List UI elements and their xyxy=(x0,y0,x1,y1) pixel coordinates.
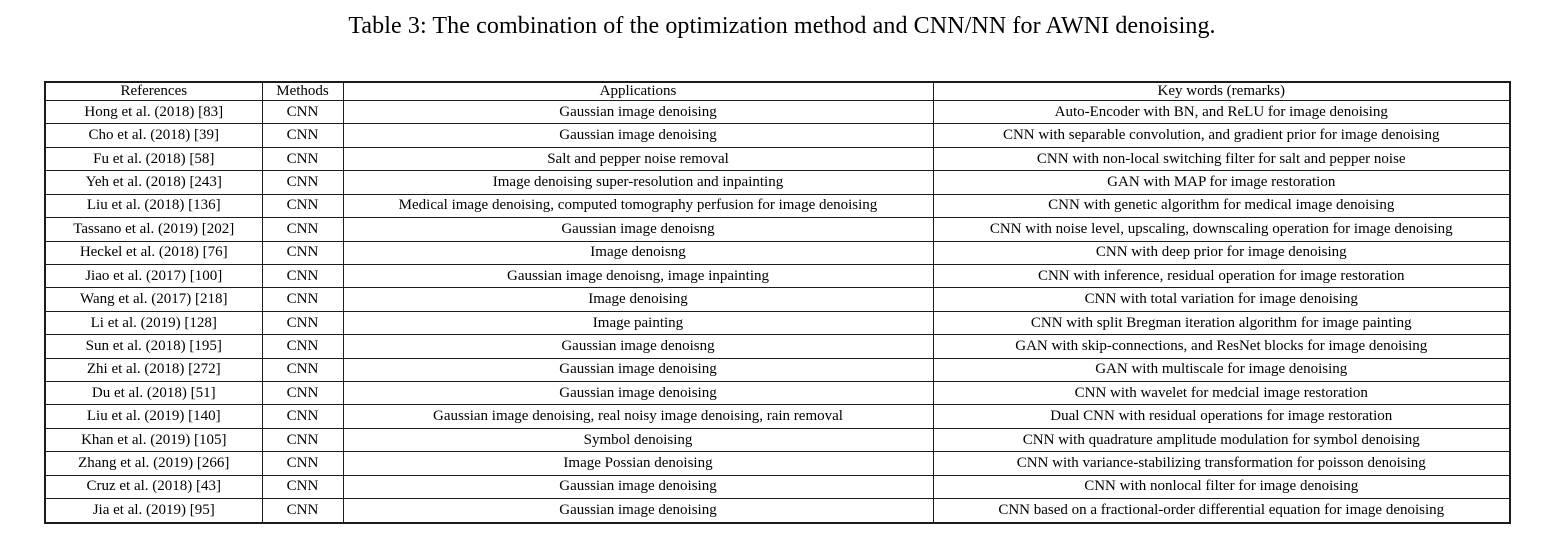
table-row: Liu et al. (2019) [140] CNN Gaussian image… xyxy=(44,404,1511,429)
table-cell-methods: CNN xyxy=(261,146,344,172)
table-cell-references: Zhi et al. (2018) [272] xyxy=(44,357,263,383)
table-cell-methods: CNN xyxy=(261,310,344,336)
table-cell-applications: Gaussian image denoising xyxy=(342,99,934,125)
table-row: Fu et al. (2018) [58] CNN Salt and pepper … xyxy=(44,146,1511,172)
table-header-row: References Methods Applications Key word… xyxy=(44,81,1511,101)
table-cell-methods: CNN xyxy=(261,474,344,500)
column-header-methods: Methods xyxy=(261,81,344,101)
table-row: Li et al. (2019) [128] CNN Image painting C… xyxy=(44,310,1511,336)
table-cell-references: Wang et al. (2017) [218] xyxy=(44,287,263,312)
table-cell-methods: CNN xyxy=(261,263,344,289)
table-cell-applications: Gaussian image denoising xyxy=(342,381,934,406)
table-caption: Table 3: The combination of the optimiza… xyxy=(348,13,1216,39)
table-cell-applications: Gaussian image denoising xyxy=(342,123,934,148)
table-cell-applications: Gaussian image denoisng xyxy=(342,334,934,359)
table-cell-references: Yeh et al. (2018) [243] xyxy=(44,170,263,195)
table-cell-methods: CNN xyxy=(261,404,344,429)
table-cell-references: Du et al. (2018) [51] xyxy=(44,381,263,406)
table-cell-methods: CNN xyxy=(261,193,344,219)
table-row: Zhi et al. (2018) [272] CNN Gaussian image… xyxy=(44,357,1511,383)
column-header-keywords: Key words (remarks) xyxy=(932,81,1511,101)
table-row: Liu et al. (2018) [136] CNN Medical image … xyxy=(44,193,1511,219)
table-row: Jiao et al. (2017) [100] CNN Gaussian imag… xyxy=(44,263,1511,289)
table-cell-keywords: CNN with deep prior for image denoising xyxy=(932,240,1511,265)
table-cell-keywords: GAN with skip-connections, and ResNet bl… xyxy=(932,334,1511,359)
table-cell-applications: Image denoising super-resolution and inp… xyxy=(342,170,934,195)
column-header-references: References xyxy=(44,81,263,101)
table-body: Hong et al. (2018) [83] CNN Gaussian image… xyxy=(44,99,1511,524)
table-cell-methods: CNN xyxy=(261,240,344,265)
table-cell-applications: Salt and pepper noise removal xyxy=(342,146,934,172)
table-cell-keywords: CNN with nonlocal filter for image denoi… xyxy=(932,474,1511,500)
table-row: Cruz et al. (2018) [43] CNN Gaussian image… xyxy=(44,474,1511,500)
table-cell-methods: CNN xyxy=(261,334,344,359)
table-cell-references: Jiao et al. (2017) [100] xyxy=(44,263,263,289)
table-cell-keywords: CNN with inference, residual operation f… xyxy=(932,263,1511,289)
table-row: Jia et al. (2019) [95] CNN Gaussian image … xyxy=(44,498,1511,524)
table-cell-keywords: Dual CNN with residual operations for im… xyxy=(932,404,1511,429)
table-cell-references: Cho et al. (2018) [39] xyxy=(44,123,263,148)
table-cell-applications: Image painting xyxy=(342,310,934,336)
table-row: Heckel et al. (2018) [76] CNN Image denois… xyxy=(44,240,1511,265)
table-cell-references: Tassano et al. (2019) [202] xyxy=(44,217,263,242)
table-cell-applications: Gaussian image denoisng xyxy=(342,217,934,242)
table-cell-keywords: CNN with non-local switching filter for … xyxy=(932,146,1511,172)
table-cell-references: Liu et al. (2019) [140] xyxy=(44,404,263,429)
table-cell-applications: Gaussian image denoising xyxy=(342,498,934,524)
table-cell-keywords: CNN with wavelet for medcial image resto… xyxy=(932,381,1511,406)
table-cell-methods: CNN xyxy=(261,287,344,312)
table-cell-methods: CNN xyxy=(261,427,344,453)
table-cell-methods: CNN xyxy=(261,381,344,406)
table-cell-references: Li et al. (2019) [128] xyxy=(44,310,263,336)
table-cell-applications: Image denoisng xyxy=(342,240,934,265)
table-cell-methods: CNN xyxy=(261,451,344,476)
table-row: Khan et al. (2019) [105] CNN Symbol denois… xyxy=(44,427,1511,453)
cnn-denoising-table: References Methods Applications Key word… xyxy=(44,81,1511,524)
table-cell-keywords: GAN with multiscale for image denoising xyxy=(932,357,1511,383)
table-row: Wang et al. (2017) [218] CNN Image denoisi… xyxy=(44,287,1511,312)
table-cell-references: Cruz et al. (2018) [43] xyxy=(44,474,263,500)
table-cell-references: Zhang et al. (2019) [266] xyxy=(44,451,263,476)
table-cell-keywords: CNN with separable convolution, and grad… xyxy=(932,123,1511,148)
table-cell-methods: CNN xyxy=(261,217,344,242)
table-cell-applications: Symbol denoising xyxy=(342,427,934,453)
table-cell-applications: Image Possian denoising xyxy=(342,451,934,476)
column-header-applications: Applications xyxy=(342,81,934,101)
table-cell-references: Khan et al. (2019) [105] xyxy=(44,427,263,453)
table-cell-methods: CNN xyxy=(261,123,344,148)
table-cell-keywords: CNN with split Bregman iteration algorit… xyxy=(932,310,1511,336)
table-cell-references: Heckel et al. (2018) [76] xyxy=(44,240,263,265)
table-cell-keywords: CNN with noise level, upscaling, downsca… xyxy=(932,217,1511,242)
table-cell-references: Hong et al. (2018) [83] xyxy=(44,99,263,125)
table-row: Yeh et al. (2018) [243] CNN Image denoisin… xyxy=(44,170,1511,195)
table-cell-keywords: CNN with genetic algorithm for medical i… xyxy=(932,193,1511,219)
table-cell-methods: CNN xyxy=(261,170,344,195)
table-cell-keywords: CNN with total variation for image denoi… xyxy=(932,287,1511,312)
table-cell-keywords: GAN with MAP for image restoration xyxy=(932,170,1511,195)
table-row: Du et al. (2018) [51] CNN Gaussian image d… xyxy=(44,381,1511,406)
table-row: Sun et al. (2018) [195] CNN Gaussian image… xyxy=(44,334,1511,359)
table-cell-methods: CNN xyxy=(261,498,344,524)
table-cell-applications: Gaussian image denoising, real noisy ima… xyxy=(342,404,934,429)
table-cell-methods: CNN xyxy=(261,99,344,125)
table-cell-references: Jia et al. (2019) [95] xyxy=(44,498,263,524)
table-cell-applications: Gaussian image denoisng, image inpaintin… xyxy=(342,263,934,289)
table-row: Hong et al. (2018) [83] CNN Gaussian image… xyxy=(44,99,1511,125)
table-cell-keywords: CNN with quadrature amplitude modulation… xyxy=(932,427,1511,453)
table-row: Cho et al. (2018) [39] CNN Gaussian image … xyxy=(44,123,1511,148)
table-cell-keywords: CNN based on a fractional-order differen… xyxy=(932,498,1511,524)
table-cell-references: Fu et al. (2018) [58] xyxy=(44,146,263,172)
table-cell-applications: Image denoising xyxy=(342,287,934,312)
table-cell-methods: CNN xyxy=(261,357,344,383)
table-cell-references: Liu et al. (2018) [136] xyxy=(44,193,263,219)
table-cell-keywords: CNN with variance-stabilizing transforma… xyxy=(932,451,1511,476)
table-cell-applications: Medical image denoising, computed tomogr… xyxy=(342,193,934,219)
table-cell-references: Sun et al. (2018) [195] xyxy=(44,334,263,359)
table-cell-applications: Gaussian image denoising xyxy=(342,474,934,500)
table-row: Tassano et al. (2019) [202] CNN Gaussian i… xyxy=(44,217,1511,242)
table-cell-keywords: Auto-Encoder with BN, and ReLU for image… xyxy=(932,99,1511,125)
table-cell-applications: Gaussian image denoising xyxy=(342,357,934,383)
table-row: Zhang et al. (2019) [266] CNN Image Possia… xyxy=(44,451,1511,476)
